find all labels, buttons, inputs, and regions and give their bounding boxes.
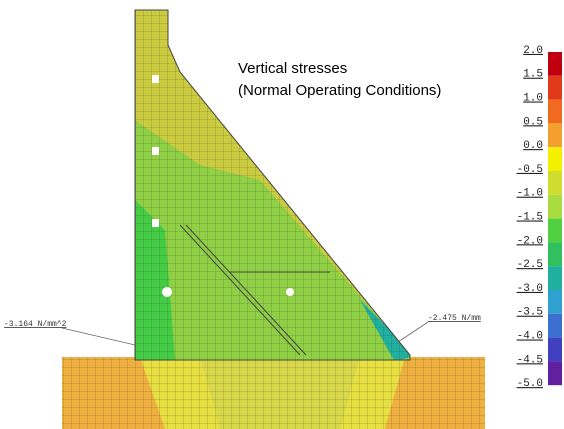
legend-label: -4.0	[517, 331, 543, 343]
legend-label: -1.0	[517, 188, 543, 200]
legend-label: -3.5	[517, 307, 543, 319]
leader-line	[398, 322, 428, 342]
legend-label: -5.0	[517, 378, 543, 390]
dam-body	[130, 0, 420, 365]
legend-label: -1.5	[517, 212, 543, 224]
color-swatch	[548, 290, 562, 314]
legend-label: 1.0	[523, 93, 543, 105]
title-line: Vertical stresses	[238, 60, 347, 77]
color-swatch	[548, 76, 562, 100]
annotation: -3.164 N/mm^2	[4, 320, 67, 329]
legend-label: 0.5	[523, 116, 543, 128]
legend-label: 0.0	[523, 140, 543, 152]
title-line: (Normal Operating Conditions)	[238, 82, 441, 99]
legend-label: 2.0	[523, 45, 543, 57]
color-swatch	[548, 52, 562, 76]
legend-label: -2.0	[517, 235, 543, 247]
annotation: -2.475 N/mm	[428, 314, 481, 323]
legend-label: -3.0	[517, 283, 543, 295]
legend-label: 1.5	[523, 69, 543, 81]
color-swatch	[548, 266, 562, 290]
color-swatch	[548, 361, 562, 385]
legend-label: -0.5	[517, 164, 543, 176]
leader-line	[62, 328, 135, 345]
color-swatch	[548, 242, 562, 266]
foundation	[62, 357, 485, 429]
color-swatch	[548, 338, 562, 362]
legend-label: -4.5	[517, 354, 543, 366]
color-swatch	[548, 123, 562, 147]
color-swatch	[548, 219, 562, 243]
color-swatch	[548, 147, 562, 171]
colorbar: 2.0 1.5 1.0 0.5 0.0 -0.5 -1.0 -1.5 -2.0 -2.5 -3.0 -…	[517, 45, 562, 390]
stress-plot: Vertical stresses (Normal Operating Cond…	[0, 0, 564, 429]
legend-label: -2.5	[517, 259, 543, 271]
color-swatch	[548, 171, 562, 195]
color-swatch	[548, 314, 562, 338]
color-swatch	[548, 100, 562, 124]
color-swatch	[548, 195, 562, 219]
